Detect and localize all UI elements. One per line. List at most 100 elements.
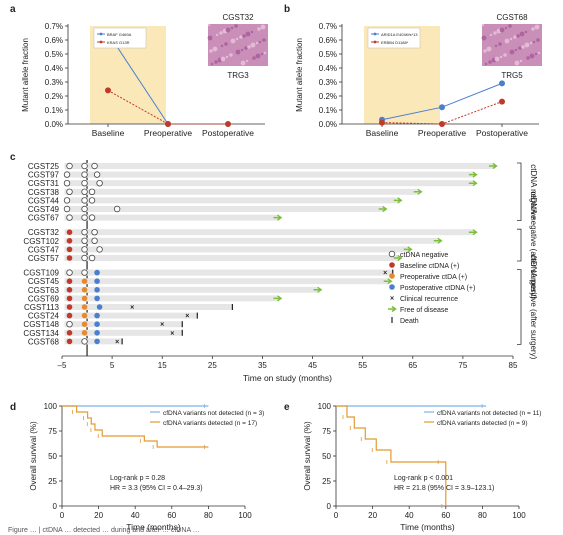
marker-ctdna-negative (93, 171, 101, 178)
legend-entry: cfDNA variants not detected (n = 3) (163, 410, 264, 417)
marker-ctdna-negative (81, 228, 88, 236)
histology-texture (529, 53, 535, 59)
marker-clinical-recurrence: × (160, 322, 164, 329)
patient-row: CGST44 (28, 196, 403, 205)
patient-label: CGST24 (28, 312, 60, 321)
y-tick-label: 0.2% (319, 92, 337, 101)
follow-up-bar (64, 338, 123, 345)
survival-curve-1 (336, 405, 447, 506)
follow-up-bar (64, 278, 388, 285)
panel-label-c: c (10, 152, 16, 163)
y-tick-label: 0.0% (319, 120, 337, 129)
marker-ctdna-negative (66, 321, 73, 328)
histology-texture (519, 31, 525, 37)
histology-texture (509, 37, 513, 41)
legend-entry: Free of disease (400, 307, 448, 314)
histology-texture (489, 33, 493, 37)
y-tick-label: 50 (322, 452, 331, 461)
marker-ctdna-negative (388, 250, 396, 258)
marker-preoperative-positive (81, 295, 88, 302)
x-tick-label: 0 (60, 511, 65, 520)
x-tick-label: 60 (167, 511, 176, 520)
x-axis-label: Time on study (months) (243, 373, 332, 383)
histology-texture (486, 46, 492, 52)
marker-ctdna-negative (81, 254, 88, 262)
legend-entry: ctDNA negative (400, 252, 448, 259)
marker-ctdna-negative (81, 171, 88, 178)
x-tick-label: Preoperative (144, 128, 192, 138)
follow-up-bar (64, 188, 418, 195)
follow-up-bar (64, 295, 278, 302)
x-axis-label: Time (months) (126, 522, 181, 532)
follow-up-bar (64, 163, 493, 169)
patient-row: CGST69 (28, 294, 283, 303)
marker-ctdna-negative (113, 205, 121, 213)
data-point (439, 104, 445, 111)
y-tick-label: 0.5% (45, 50, 63, 59)
histology-texture (212, 46, 218, 52)
y-tick-label: 100 (44, 402, 58, 411)
histology-texture (516, 34, 520, 38)
marker-ctdna-negative (91, 237, 98, 244)
patient-label: CGST38 (28, 188, 60, 197)
follow-up-bar (64, 269, 393, 276)
marker-ctdna-negative (96, 246, 103, 253)
histology-texture (488, 60, 492, 64)
y-tick-label: 0.6% (45, 36, 63, 45)
marker-baseline-positive (66, 304, 73, 310)
marker-postoperative-positive (389, 284, 395, 290)
x-tick-label: 0 (334, 511, 339, 520)
legend-entry: Baseline ctDNA (+) (400, 263, 459, 270)
patient-row: CGST68 × (28, 337, 123, 346)
marker-postoperative-positive (94, 269, 100, 276)
histology-texture (234, 24, 238, 28)
marker-ctdna-negative (91, 162, 98, 170)
group-bracket (517, 162, 522, 221)
marker-ctdna-negative (81, 246, 88, 253)
marker-free-of-disease (378, 205, 388, 213)
histology-texture (532, 40, 536, 44)
y-tick-label: 0.2% (45, 92, 63, 101)
image-caption: TRG3 (227, 71, 249, 80)
follow-up-bar (64, 171, 473, 178)
histology-texture (229, 53, 233, 57)
marker-ctdna-negative (63, 179, 71, 187)
patient-label: CGST31 (28, 179, 60, 188)
x-tick-label: 20 (368, 511, 377, 520)
histology-texture (529, 41, 533, 45)
panel-label-d: d (10, 402, 16, 413)
histology-texture (513, 35, 517, 39)
histology-texture (514, 60, 520, 66)
marker-ctdna-negative (66, 214, 73, 221)
histology-texture (209, 49, 213, 53)
patient-row: CGST109 × (23, 269, 394, 278)
patient-row: CGST102 (23, 237, 443, 246)
histology-texture (258, 40, 262, 44)
patient-label: CGST32 (28, 228, 60, 237)
patient-label: CGST69 (28, 294, 60, 303)
histology-texture (240, 60, 246, 66)
histology-texture (534, 24, 540, 30)
histology-texture (509, 49, 515, 55)
legend-entry: Clinical recurrence (400, 296, 458, 303)
marker-ctdna-negative (81, 237, 88, 244)
marker-free-of-disease (433, 237, 443, 244)
marker-free-of-disease (273, 214, 283, 221)
legend-entry: ARID1A E404Kfs*13 (381, 32, 418, 37)
histology-texture (239, 35, 243, 39)
marker-ctdna-negative (96, 179, 103, 187)
patient-label: CGST25 (28, 162, 60, 171)
marker-free-of-disease (383, 278, 393, 285)
histology-texture (531, 27, 535, 31)
legend-entry: BRAF G469A (107, 32, 132, 37)
marker-free-of-disease (403, 246, 413, 253)
x-tick-label: 20 (94, 511, 103, 520)
legend: BRAF G469A KRAS G13R (93, 27, 147, 49)
marker-ctdna-negative (66, 269, 73, 276)
data-point (499, 98, 505, 105)
marker-baseline-positive (66, 330, 73, 336)
histology-texture (519, 59, 523, 63)
marker-postoperative-positive (94, 287, 100, 293)
x-tick-label: Postoperative (202, 128, 254, 138)
